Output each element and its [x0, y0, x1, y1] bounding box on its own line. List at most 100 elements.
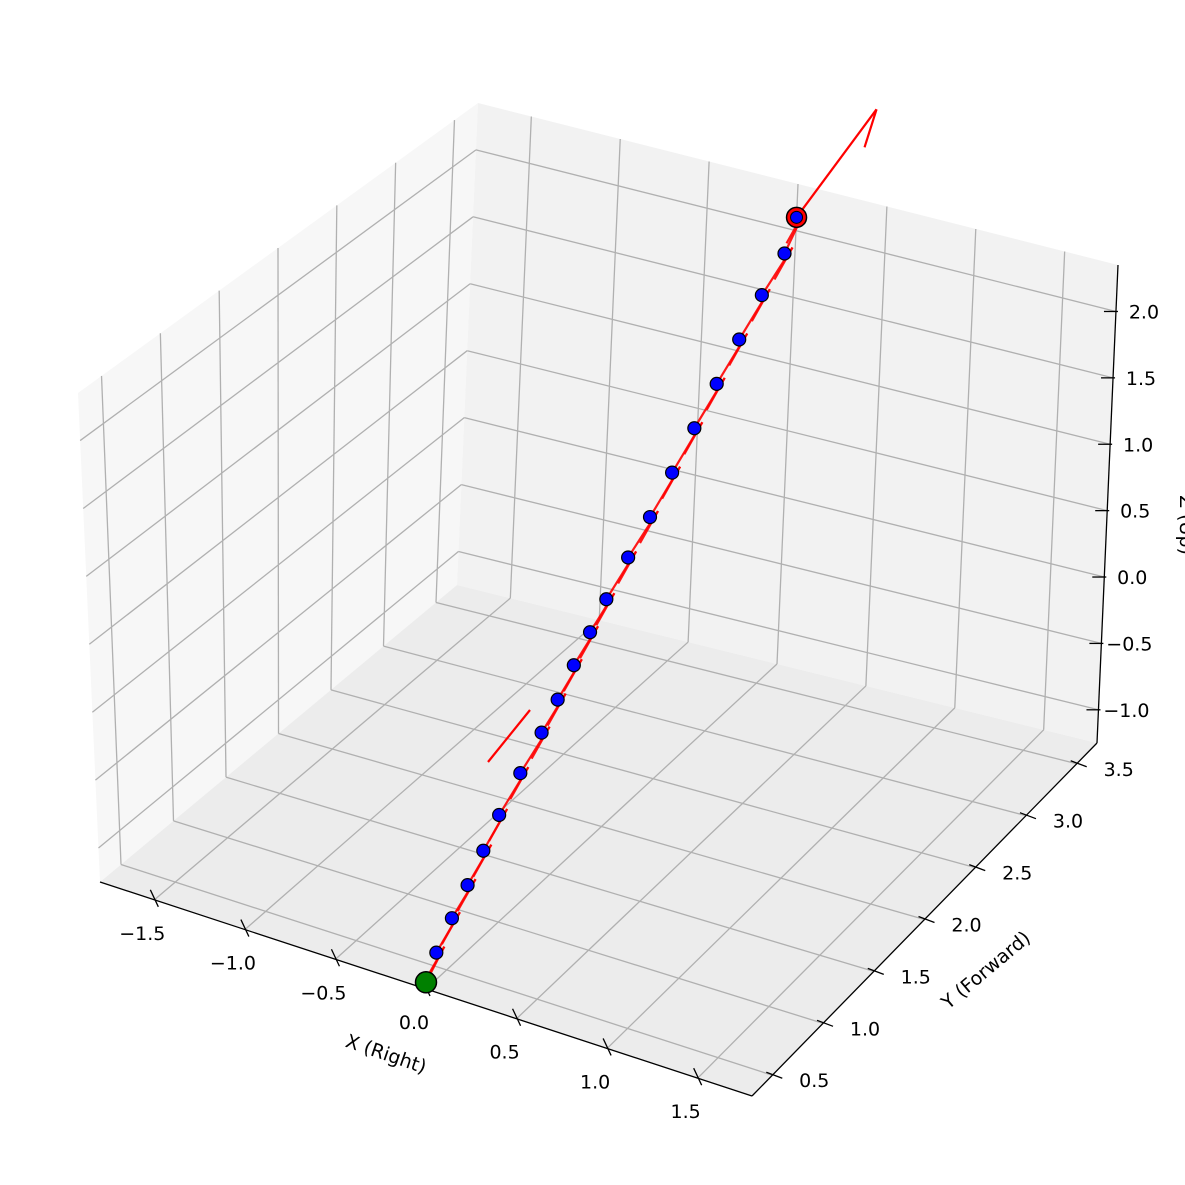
trajectory-point	[492, 807, 507, 823]
trajectory-point	[444, 911, 460, 926]
y-grid-floor	[225, 776, 874, 973]
trajectory-point	[566, 658, 581, 673]
z-grid-back	[461, 483, 1102, 645]
z-grid-left	[79, 149, 477, 442]
y-tick	[867, 967, 884, 976]
trajectory-point	[460, 878, 475, 893]
z-grid-left	[98, 551, 459, 849]
y-tick-label: 2.0	[951, 915, 981, 937]
x-tick	[149, 889, 159, 908]
x-grid-back	[865, 206, 888, 686]
x-tick-label: 1.5	[671, 1101, 701, 1123]
direction-arrow-head	[863, 109, 878, 148]
y-tick	[766, 1071, 783, 1079]
y-grid-left	[159, 333, 175, 821]
z-grid-back	[458, 550, 1099, 711]
y-grid-left	[218, 290, 227, 778]
y-grid-floor	[330, 689, 976, 869]
z-tick-label: 1.5	[1126, 368, 1156, 390]
z-grid-back	[469, 283, 1111, 445]
direction-arrow	[795, 108, 878, 218]
trajectory-point	[513, 766, 528, 781]
y-grid-left	[330, 205, 338, 690]
z-grid-left	[91, 417, 465, 713]
z-grid-left	[88, 350, 468, 645]
trajectory-point	[550, 692, 565, 707]
z-tick-label: 1.0	[1123, 434, 1153, 456]
x-grid-back	[776, 183, 799, 665]
trajectory-point	[429, 945, 444, 960]
x-tick	[240, 919, 250, 937]
z-axis-line	[1096, 264, 1119, 744]
z-grid-back	[472, 216, 1114, 379]
x-grid-back	[954, 228, 977, 708]
y-grid-floor	[278, 732, 925, 921]
trajectory-point	[687, 421, 702, 436]
x-tick	[602, 1038, 612, 1056]
trajectory-point	[582, 625, 598, 640]
trajectory-points	[414, 206, 808, 994]
y-tick-labels: 0.5 1.0 1.5 2.0 2.5 3.0 3.5	[799, 759, 1134, 1092]
y-grid-floor	[383, 645, 1027, 817]
z-tick-label: −1.0	[1103, 700, 1149, 722]
z-tick-label: 2.0	[1129, 301, 1159, 323]
trajectory-point	[534, 725, 549, 740]
trajectory-point	[665, 465, 680, 480]
y-grid-left	[435, 120, 456, 603]
x-grid-back	[509, 116, 532, 599]
z-grid-back	[467, 350, 1108, 512]
x-tick-label: 0.5	[489, 1042, 519, 1064]
y-tick-label: 1.5	[901, 966, 931, 988]
y-tick-label: 1.0	[850, 1018, 880, 1040]
y-tick	[1070, 760, 1087, 768]
z-tick-labels: −1.0 −0.5 0.0 0.5 1.0 1.5 2.0	[1103, 301, 1159, 721]
x-tick-label: 1.0	[580, 1071, 610, 1093]
x-tick-label: 0.0	[399, 1012, 429, 1034]
trajectory-point	[476, 843, 491, 858]
x-grid-back	[598, 138, 621, 621]
trajectory-point	[777, 246, 792, 261]
z-tick-label: 0.0	[1117, 567, 1147, 589]
z-axis-label: Z (Up)	[1175, 495, 1185, 555]
trajectory-point	[621, 550, 636, 565]
trajectory-point	[754, 288, 769, 303]
y-tick-label: 3.0	[1053, 811, 1083, 833]
x-tick-label: −0.5	[300, 982, 346, 1004]
trajectory-point	[642, 509, 658, 525]
x-axis-label: X (Right)	[343, 1030, 430, 1078]
x-tick	[330, 949, 341, 967]
floor-pane	[100, 585, 1097, 1096]
gridlines	[79, 116, 1117, 1079]
trajectory-point	[709, 376, 724, 391]
z-grid-left	[82, 216, 474, 509]
start-point	[414, 971, 438, 994]
y-tick	[918, 915, 935, 924]
z-grid-back	[464, 417, 1105, 578]
x-tick-labels: −1.5 −1.0 −0.5 0.0 0.5 1.0 1.5	[119, 923, 701, 1123]
trajectory-point	[790, 210, 804, 224]
x-tick	[511, 1008, 522, 1026]
y-grid-left	[100, 375, 122, 865]
x-tick	[693, 1067, 703, 1086]
y-tick-label: 0.5	[799, 1070, 829, 1092]
trajectory-point	[599, 592, 614, 607]
y-grid-left	[277, 247, 280, 734]
x-grid-back	[687, 161, 710, 643]
z-grid-left	[95, 484, 462, 781]
z-tick-label: 0.5	[1120, 501, 1150, 523]
y-axis-label: Y (Forward)	[937, 927, 1035, 1014]
y-tick	[1019, 812, 1037, 820]
y-axis-line	[751, 742, 1098, 1097]
y-tick	[816, 1019, 834, 1027]
y-grid-floor	[120, 863, 773, 1076]
x-grid-back	[1043, 251, 1066, 730]
x-tick-label: −1.0	[210, 953, 256, 975]
x-tick-label: −1.5	[119, 923, 165, 945]
z-tick-label: −0.5	[1106, 633, 1152, 655]
trajectory-point	[732, 332, 747, 347]
y-grid-floor	[435, 601, 1077, 765]
direction-arrow	[487, 709, 531, 763]
y-grid-floor	[173, 820, 824, 1024]
y-tick-label: 3.5	[1104, 759, 1134, 781]
